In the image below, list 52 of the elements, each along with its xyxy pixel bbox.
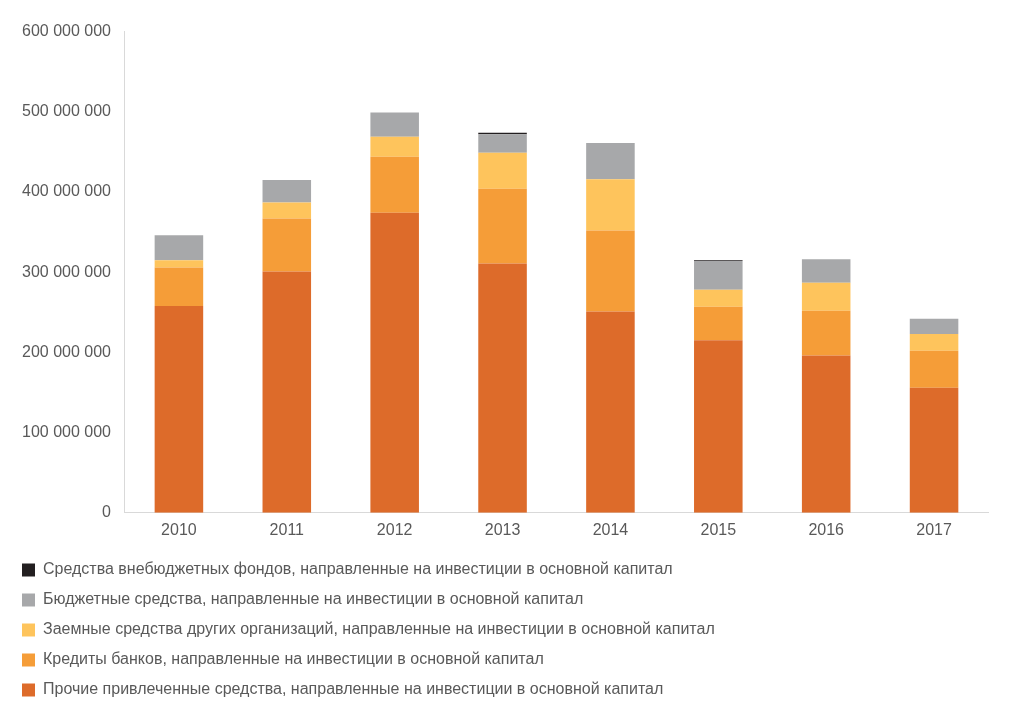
- y-tick-label: 0: [102, 503, 112, 521]
- y-tick-label: 300 000 000: [21, 262, 112, 280]
- y-tick-label: 400 000 000: [21, 182, 112, 200]
- bar: [694, 306, 743, 341]
- bar: [478, 263, 527, 513]
- legend-label: Бюджетные средства, направленные на инвестиции в основной капитал: [43, 590, 584, 608]
- legend-label: Заемные средства других организаций, направленные на инвестиции в основной капитал: [43, 620, 715, 638]
- bar: [801, 282, 851, 311]
- y-tick-label: 500 000 000: [21, 102, 112, 120]
- bar: [909, 318, 959, 334]
- x-tick-label: 2015: [700, 520, 737, 538]
- y-tick-label: 100 000 000: [21, 423, 112, 441]
- bar: [909, 387, 959, 513]
- bar: [262, 271, 312, 513]
- bar: [154, 267, 204, 306]
- bar: [154, 235, 204, 261]
- y-tick-label: 200 000 000: [21, 342, 112, 360]
- bar: [586, 143, 635, 180]
- bar: [586, 230, 635, 312]
- bar: [478, 134, 527, 153]
- bar: [586, 311, 635, 513]
- bar: [262, 179, 312, 203]
- bar: [801, 355, 851, 513]
- bar: [370, 212, 419, 513]
- legend-label: Кредиты банков, направленные на инвестиции в основной капитал: [43, 650, 544, 668]
- bar: [262, 202, 312, 219]
- legend-label: Средства внебюджетных фондов, направленные на инвестиции в основной капитал: [43, 560, 673, 578]
- x-tick-label: 2010: [161, 520, 197, 538]
- bar: [694, 289, 743, 307]
- bar: [478, 152, 527, 189]
- bar: [154, 260, 204, 268]
- bar: [909, 350, 959, 388]
- bar: [801, 259, 851, 283]
- bar: [801, 310, 851, 356]
- bar: [694, 340, 743, 513]
- x-tick-label: 2016: [808, 520, 845, 538]
- bar: [154, 305, 204, 513]
- y-tick-label: 600 000 000: [21, 22, 112, 40]
- x-tick-label: 2014: [592, 520, 629, 538]
- bar: [694, 260, 743, 290]
- bar: [478, 188, 527, 264]
- bar: [262, 218, 312, 272]
- bar: [370, 156, 419, 213]
- x-tick-label: 2012: [376, 520, 413, 538]
- legend-label: Прочие привлеченные средства, направленные на инвестиции в основной капитал: [43, 680, 664, 698]
- x-tick-label: 2011: [269, 520, 305, 538]
- bar: [370, 112, 419, 137]
- bar: [909, 333, 959, 351]
- x-tick-label: 2017: [916, 520, 952, 538]
- x-tick-label: 2013: [484, 520, 521, 538]
- bar: [370, 136, 419, 157]
- bar: [586, 179, 635, 231]
